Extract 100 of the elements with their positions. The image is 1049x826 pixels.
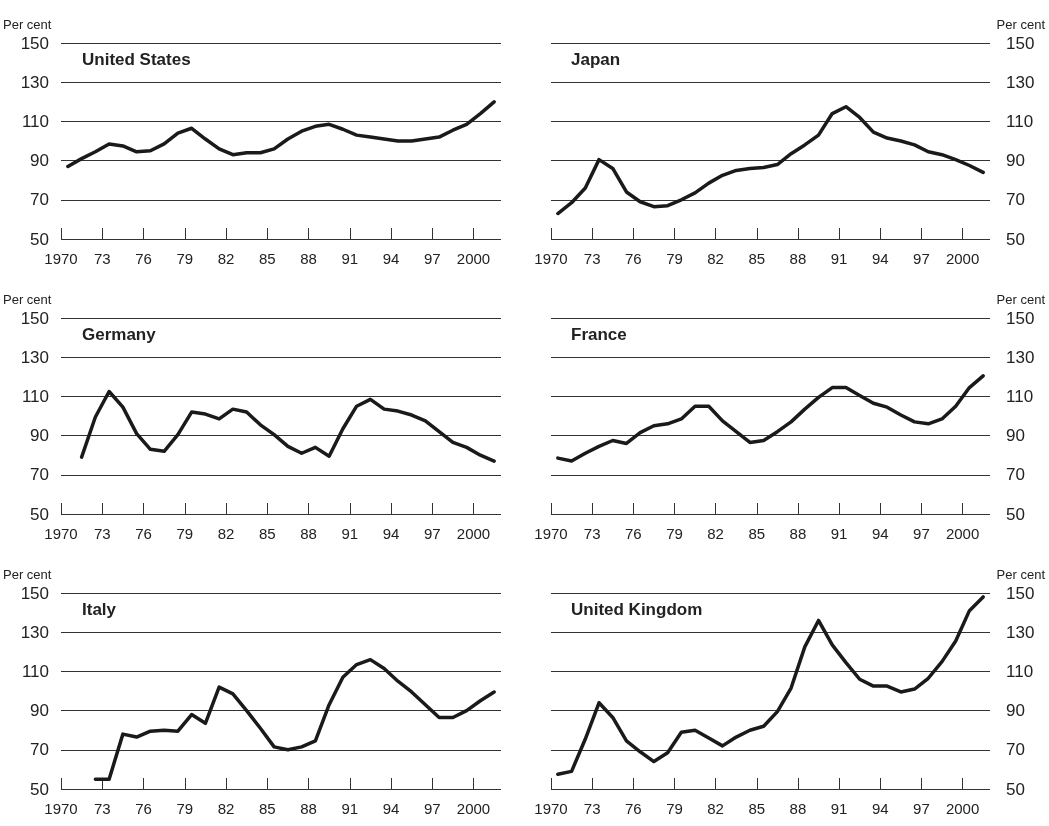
x-tick-label: 2000 [456,525,491,542]
x-tick-label: 94 [382,525,400,542]
y-tick-label: 110 [21,386,49,406]
line-series [79,389,496,463]
x-tick-label: 1970 [44,525,78,542]
x-tick-label: 85 [258,525,276,542]
x-tick-label: 88 [300,525,317,542]
line-series [66,100,496,169]
y-axis-title: Per cent [996,17,1046,32]
chart-title: France [571,325,627,344]
x-tick-label: 73 [93,525,111,542]
x-tick-label: 88 [789,525,807,542]
x-tick-label: 97 [423,525,441,542]
x-tick-label: 91 [830,525,848,542]
chart-title: Germany [82,325,157,344]
x-tick-label: 76 [624,800,642,817]
y-tick-label: 50 [1006,229,1025,249]
line-series [556,595,985,777]
y-tick-label: 150 [20,583,49,603]
y-tick-label: 70 [30,465,49,485]
y-axis-title: Per cent [3,567,52,582]
y-tick-label: 130 [20,72,49,92]
x-tick-label: 82 [707,250,724,267]
x-tick-label: 79 [176,525,194,542]
x-tick-label: 1970 [534,250,568,267]
x-tick-label: 97 [913,250,930,267]
y-tick-label: 70 [1006,740,1025,760]
x-tick-label: 94 [382,250,400,267]
y-tick-label: 130 [1006,622,1035,642]
y-tick-label: 110 [21,661,49,681]
x-tick-label: 85 [258,800,276,817]
x-tick-label: 88 [789,250,807,267]
x-tick-label: 82 [217,250,235,267]
x-tick-label: 91 [830,800,848,817]
y-tick-label: 110 [21,111,49,131]
y-tick-label: 90 [30,151,49,171]
x-tick-label: 94 [871,525,889,542]
x-tick-label: 85 [748,250,766,267]
y-tick-label: 130 [1006,72,1035,92]
x-tick-label: 91 [341,800,359,817]
y-tick-label: 110 [1006,661,1034,681]
x-tick-label: 88 [300,250,317,267]
y-axis-title: Per cent [3,17,52,32]
x-tick-label: 79 [176,250,194,267]
x-tick-label: 85 [748,525,766,542]
line-series [556,374,985,463]
line-series [556,104,985,216]
x-tick-label: 2000 [945,250,980,267]
y-tick-label: 150 [20,308,49,328]
x-tick-label: 79 [666,800,683,817]
x-tick-label: 73 [583,250,601,267]
x-tick-label: 97 [423,800,441,817]
x-tick-label: 1970 [534,525,568,542]
y-tick-label: 110 [1006,386,1034,406]
y-tick-label: 130 [20,622,49,642]
x-tick-label: 85 [258,250,276,267]
y-axis-title: Per cent [996,567,1046,582]
x-tick-label: 94 [871,250,889,267]
x-tick-label: 91 [341,525,359,542]
y-tick-label: 130 [1006,347,1035,367]
y-tick-label: 50 [30,229,49,249]
x-tick-label: 1970 [44,250,78,267]
x-tick-label: 85 [748,800,766,817]
line-series [93,657,496,781]
y-tick-label: 70 [30,740,49,760]
x-tick-label: 88 [300,800,317,817]
x-tick-label: 79 [666,525,683,542]
x-tick-label: 73 [583,525,601,542]
x-tick-label: 2000 [456,250,491,267]
x-tick-label: 2000 [945,800,980,817]
x-tick-label: 79 [666,250,683,267]
x-tick-label: 91 [341,250,359,267]
x-tick-label: 76 [135,800,152,817]
x-tick-label: 94 [871,800,889,817]
x-tick-label: 2000 [945,525,980,542]
y-tick-label: 90 [1006,426,1025,446]
x-tick-label: 94 [382,800,400,817]
y-tick-label: 50 [30,504,49,524]
x-tick-label: 97 [423,250,441,267]
x-tick-label: 82 [217,800,235,817]
y-tick-label: 70 [30,190,49,210]
chart-title: United States [82,50,191,69]
x-tick-label: 76 [624,250,642,267]
y-tick-label: 90 [30,426,49,446]
x-tick-label: 82 [707,525,724,542]
x-tick-label: 1970 [44,800,78,817]
y-tick-label: 90 [30,701,49,721]
y-tick-label: 110 [1006,111,1034,131]
x-tick-label: 76 [135,250,152,267]
y-tick-label: 50 [30,779,49,799]
y-tick-label: 150 [1006,33,1035,53]
y-tick-label: 150 [20,33,49,53]
y-axis-title: Per cent [996,292,1046,307]
x-tick-label: 88 [789,800,807,817]
y-tick-label: 90 [1006,701,1025,721]
y-tick-label: 50 [1006,779,1025,799]
x-tick-label: 73 [93,250,111,267]
y-tick-label: 150 [1006,583,1035,603]
y-axis-title: Per cent [3,292,52,307]
x-tick-label: 1970 [534,800,568,817]
